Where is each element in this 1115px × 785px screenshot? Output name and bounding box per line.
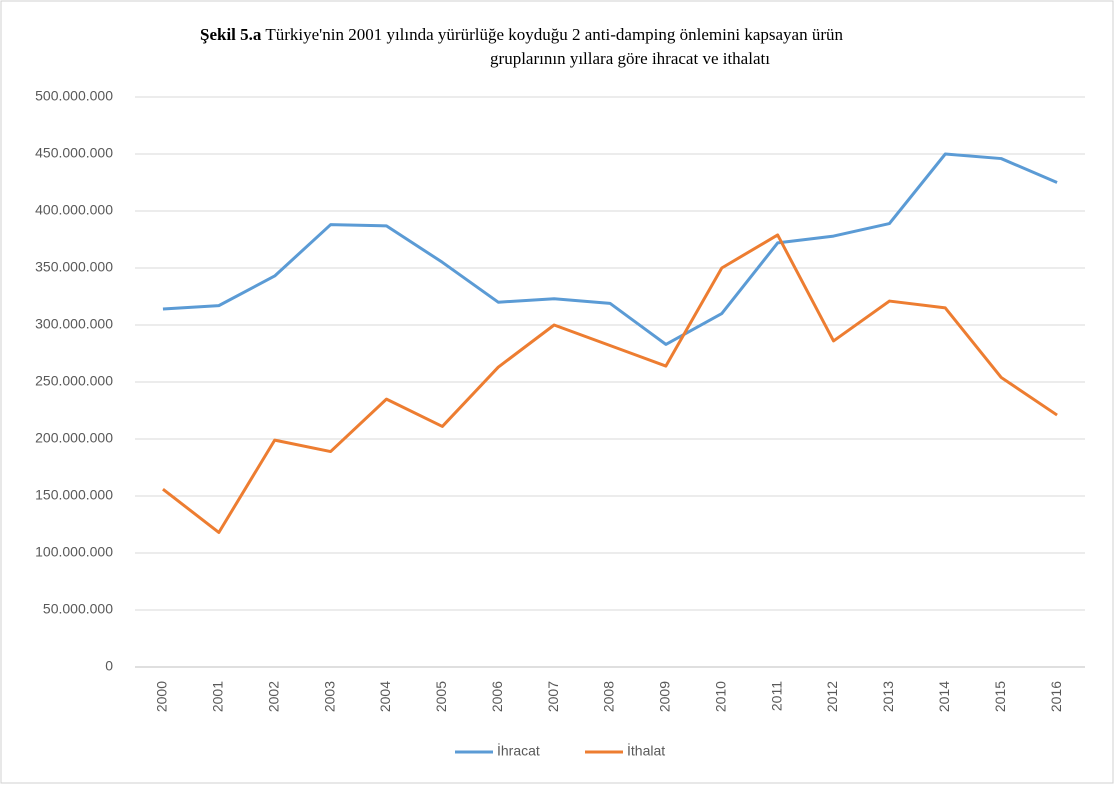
chart-title: Şekil 5.a Türkiye'nin 2001 yılında yürür… — [200, 25, 844, 44]
x-tick-label: 2016 — [1048, 681, 1064, 712]
x-tick-label: 2005 — [433, 681, 449, 712]
x-tick-label: 2003 — [321, 681, 337, 712]
y-tick-label: 0 — [105, 658, 113, 674]
x-tick-label: 2000 — [154, 681, 170, 712]
y-tick-label: 400.000.000 — [35, 202, 113, 218]
series-line — [162, 152, 1058, 346]
x-tick-label: 2009 — [657, 681, 673, 712]
y-tick-label: 50.000.000 — [43, 601, 113, 617]
legend-label: İhracat — [497, 742, 540, 759]
x-tick-label: 2010 — [712, 681, 728, 712]
y-tick-label: 100.000.000 — [35, 544, 113, 560]
x-tick-label: 2014 — [936, 681, 952, 712]
y-tick-label: 300.000.000 — [35, 316, 113, 332]
series-line — [162, 233, 1058, 534]
x-tick-label: 2008 — [601, 681, 617, 712]
y-tick-label: 200.000.000 — [35, 430, 113, 446]
y-tick-label: 500.000.000 — [35, 88, 113, 104]
x-tick-label: 2013 — [880, 681, 896, 712]
x-tick-label: 2012 — [824, 681, 840, 712]
x-tick-label: 2006 — [489, 681, 505, 712]
legend-label: İthalat — [627, 742, 665, 759]
title-prefix: Şekil 5.a — [200, 25, 262, 44]
x-tick-label: 2004 — [377, 681, 393, 712]
x-tick-label: 2011 — [768, 681, 784, 711]
x-tick-label: 2002 — [265, 681, 281, 712]
chart-title: gruplarının yıllara göre ihracat ve itha… — [490, 49, 770, 68]
y-tick-label: 250.000.000 — [35, 373, 113, 389]
x-tick-label: 2001 — [210, 681, 226, 712]
x-tick-label: 2007 — [545, 681, 561, 712]
y-tick-label: 150.000.000 — [35, 487, 113, 503]
x-tick-label: 2015 — [992, 681, 1008, 712]
y-tick-label: 450.000.000 — [35, 145, 113, 161]
title-line: Türkiye'nin 2001 yılında yürürlüğe koydu… — [265, 25, 843, 44]
y-tick-label: 350.000.000 — [35, 259, 113, 275]
